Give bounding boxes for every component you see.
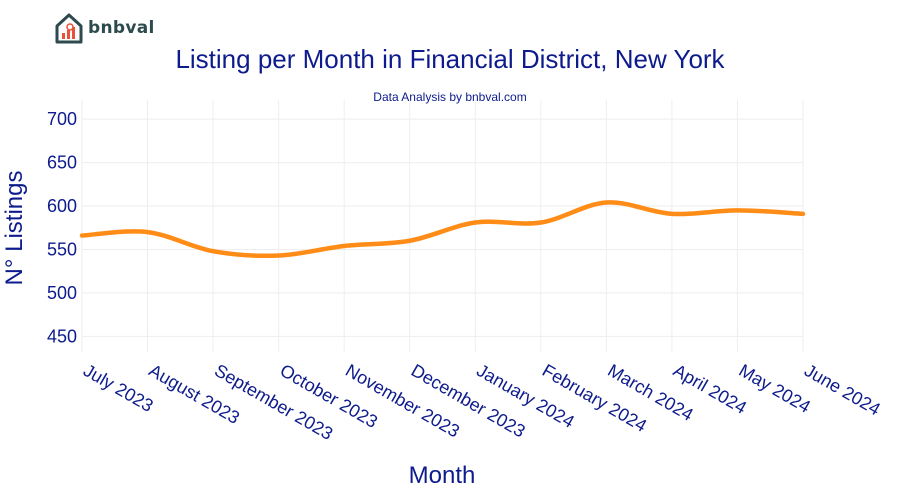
x-tick-label: July 2023: [80, 360, 157, 416]
data-point: [80, 234, 84, 238]
chart-subtitle: Data Analysis by bnbval.com: [373, 90, 527, 104]
x-tick-label: May 2024: [735, 360, 813, 417]
data-point: [211, 249, 215, 253]
data-point: [670, 212, 674, 216]
x-tick-label: November 2023: [342, 360, 463, 441]
data-point: [473, 221, 477, 225]
y-axis-title: N° Listings: [1, 171, 28, 286]
series-layer: [79, 200, 806, 259]
house-chart-icon: [55, 13, 83, 44]
x-axis-title: Month: [409, 462, 476, 489]
y-tick-label: 650: [47, 153, 77, 173]
y-tick-label: 550: [47, 239, 77, 259]
data-point: [801, 212, 805, 216]
y-tick-label: 700: [47, 109, 77, 129]
data-point: [735, 208, 739, 212]
grid: [81, 100, 804, 352]
data-point: [146, 230, 150, 234]
x-tick-label: December 2023: [408, 360, 529, 441]
brand-name: bnbval: [88, 18, 155, 38]
data-point: [342, 244, 346, 248]
brand-logo: bnbval: [54, 12, 155, 44]
data-point: [408, 239, 412, 243]
y-axis-ticks: 450 500 550 600 650 700: [47, 109, 77, 346]
y-tick-label: 500: [47, 283, 77, 303]
y-tick-label: 450: [47, 326, 77, 346]
data-point: [604, 201, 608, 205]
data-point: [539, 221, 543, 225]
chart-title: Listing per Month in Financial District,…: [175, 44, 725, 74]
x-tick-label: June 2024: [801, 360, 884, 419]
data-point: [277, 254, 281, 258]
series-line: [79, 200, 806, 259]
y-tick-label: 600: [47, 196, 77, 216]
